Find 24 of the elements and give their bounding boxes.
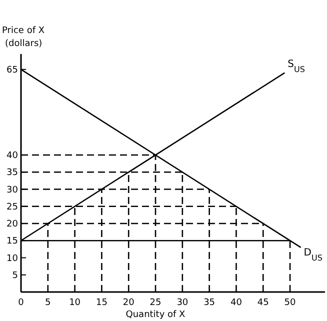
y-tick-label: 65 bbox=[6, 65, 18, 76]
y-tick-label: 30 bbox=[6, 185, 18, 196]
x-tick-label: 10 bbox=[69, 298, 81, 308]
x-tick-label: 0 bbox=[18, 298, 24, 308]
y-axis-title: Price of X (dollars) bbox=[2, 26, 45, 49]
x-tick-label: 30 bbox=[176, 298, 188, 308]
y-tick-label: 20 bbox=[6, 220, 18, 230]
y-tick-label: 5 bbox=[12, 270, 18, 281]
y-tick-label: 25 bbox=[6, 202, 18, 212]
x-tick-label: 45 bbox=[257, 298, 269, 308]
x-tick-label: 20 bbox=[122, 298, 135, 308]
x-axis-title: Quantity of X bbox=[126, 310, 186, 320]
x-tick-label: 5 bbox=[45, 298, 51, 308]
x-tick-label: 25 bbox=[150, 298, 162, 308]
y-tick-label: 35 bbox=[6, 168, 18, 178]
series-label: D$_{US}$ bbox=[304, 247, 322, 262]
x-tick-label: 35 bbox=[204, 298, 216, 308]
x-tick-label: 50 bbox=[284, 298, 296, 308]
y-tick-label: 15 bbox=[6, 236, 18, 247]
x-tick-label: 15 bbox=[96, 298, 108, 308]
y-tick-label: 10 bbox=[6, 254, 18, 264]
x-tick-label: 40 bbox=[230, 298, 242, 308]
series-label: S$_{US}$ bbox=[288, 58, 305, 74]
y-tick-label: 40 bbox=[6, 151, 18, 162]
